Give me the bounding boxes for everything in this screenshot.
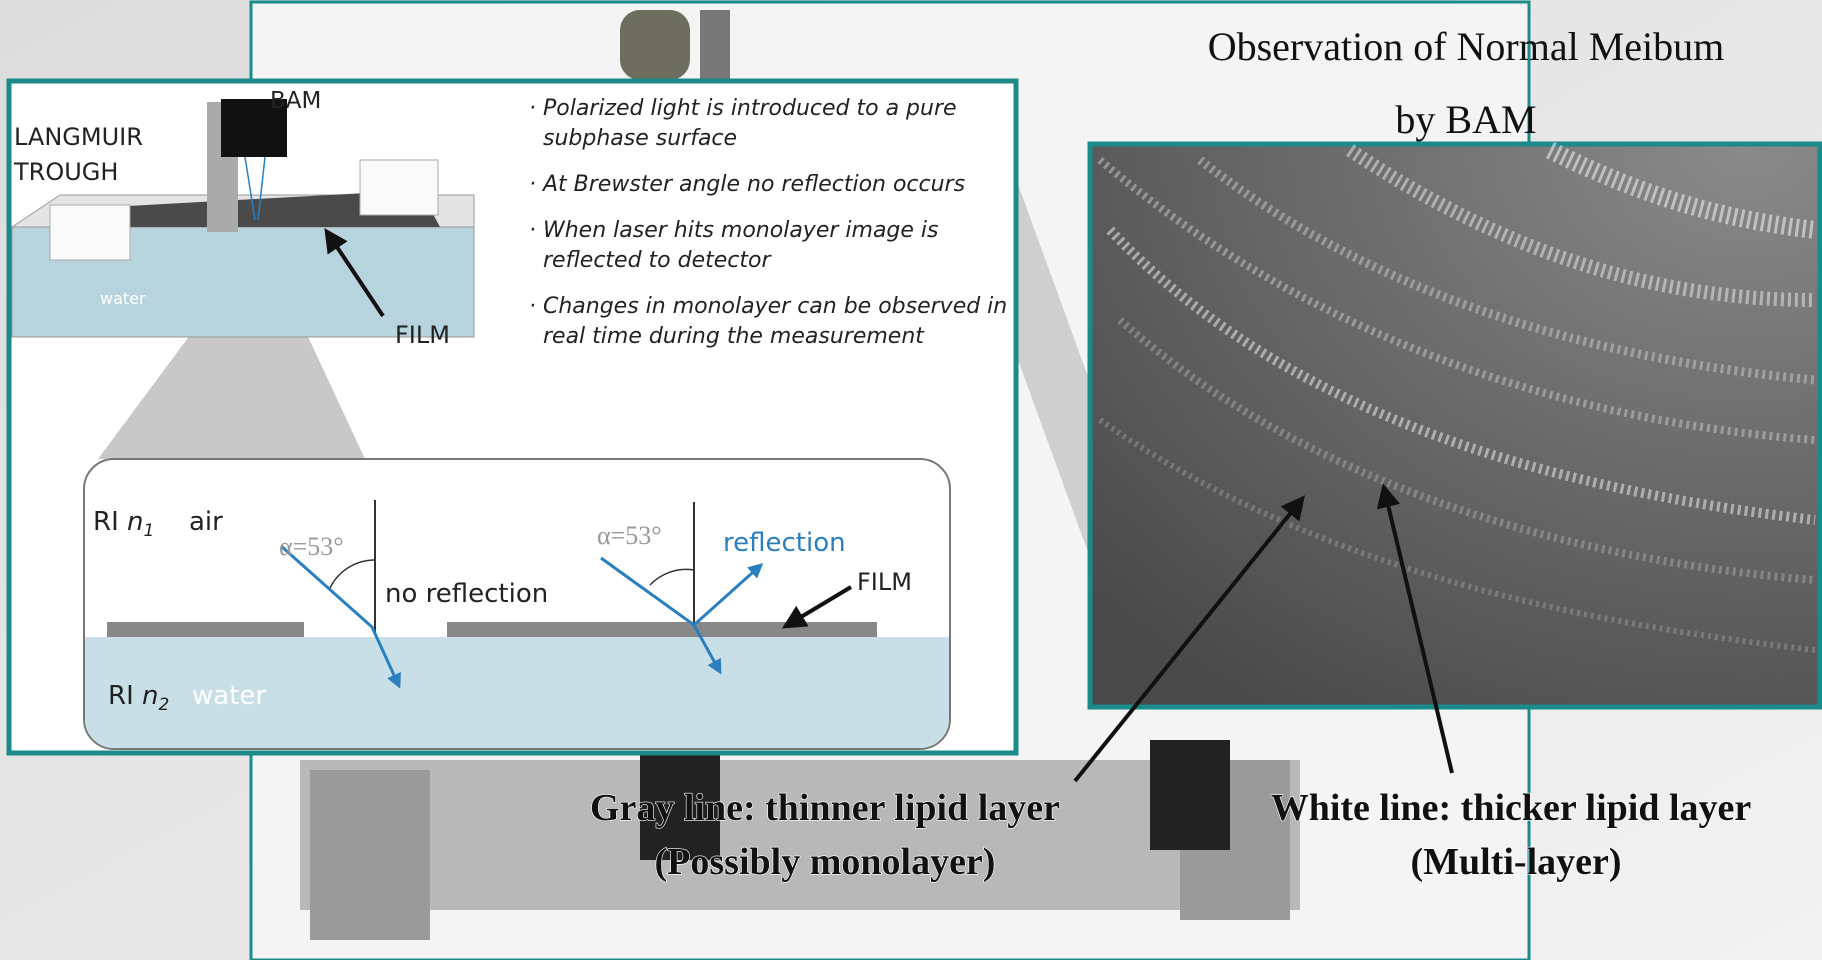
label: no reflection xyxy=(385,579,548,609)
label: n xyxy=(127,507,143,537)
slide: Observation of Normal Meibum by BAM BAM … xyxy=(0,0,1822,960)
bam-image xyxy=(1090,144,1820,707)
label: RI xyxy=(93,507,119,537)
bullet-text: · Changes in monolayer can be observed i… xyxy=(529,294,1007,319)
bullet-text: · When laser hits monolayer image is xyxy=(529,218,939,243)
bullet-text: subphase surface xyxy=(543,126,737,151)
title: by BAM xyxy=(1395,97,1536,142)
film-bar xyxy=(447,622,877,637)
bullet-text: · At Brewster angle no reflection occurs xyxy=(529,172,965,197)
label: TROUGH xyxy=(13,158,118,186)
label: reflection xyxy=(723,528,846,558)
page: Observation of Normal Meibum by BAM BAM … xyxy=(0,0,1822,960)
label: 2 xyxy=(158,695,169,715)
bullet-text: real time during the measurement xyxy=(543,324,925,349)
label: α=53° xyxy=(597,521,662,550)
barrier xyxy=(50,205,130,260)
label: FILM xyxy=(395,321,450,349)
annotation: (Possibly monolayer) xyxy=(655,841,996,883)
bullet-text: · Polarized light is introduced to a pur… xyxy=(529,96,957,121)
barrier xyxy=(360,160,438,215)
film-bar xyxy=(107,622,304,637)
label: air xyxy=(189,507,223,537)
label: FILM xyxy=(857,568,912,596)
label: n xyxy=(142,681,158,711)
title: Observation of Normal Meibum xyxy=(1208,24,1725,69)
bullet-text: reflected to detector xyxy=(543,248,772,273)
label: water xyxy=(192,681,266,711)
label: water xyxy=(100,289,146,308)
label: BAM xyxy=(270,88,321,114)
label: 1 xyxy=(143,521,154,541)
annotation: White line: thicker lipid layer xyxy=(1271,787,1752,829)
label: RI xyxy=(108,681,134,711)
label: α=53° xyxy=(279,532,344,561)
annotation: (Multi-layer) xyxy=(1410,841,1621,883)
label: LANGMUIR xyxy=(14,123,143,151)
annotation: Gray line: thinner lipid layer xyxy=(590,787,1060,829)
